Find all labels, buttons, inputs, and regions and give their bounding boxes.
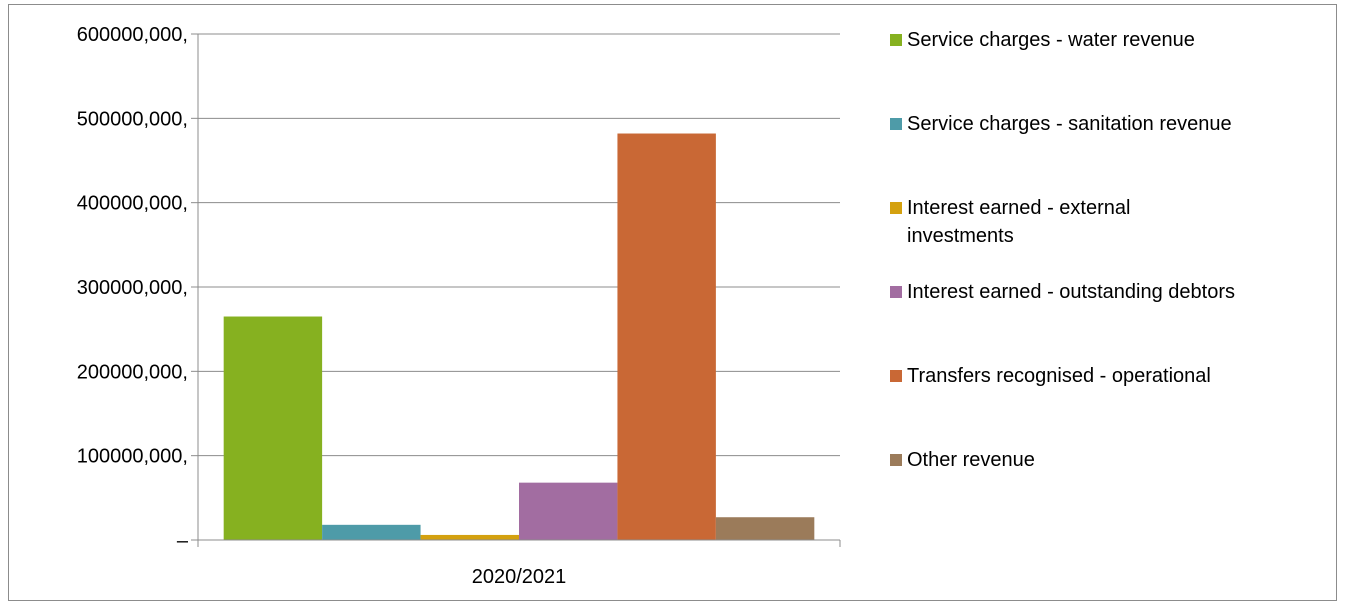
legend-swatch <box>890 118 902 130</box>
legend-swatch <box>890 34 902 46</box>
y-tick-label: 400000,000, <box>77 193 188 215</box>
legend-swatch <box>890 202 902 214</box>
legend-swatch <box>890 370 902 382</box>
bar <box>617 133 716 540</box>
y-tick-label: 100000,000, <box>77 446 188 468</box>
x-tick-label: 2020/2021 <box>472 566 567 588</box>
y-tick-label: 300000,000, <box>77 277 188 299</box>
y-tick-label: 600000,000, <box>77 24 188 46</box>
bars <box>223 133 815 540</box>
y-tick-label: 500000,000, <box>77 108 188 130</box>
bar <box>322 524 421 540</box>
bar <box>715 517 815 540</box>
y-tick-label: – <box>177 530 189 552</box>
y-tick-label: 200000,000, <box>77 361 188 383</box>
legend-label: Transfers recognised - operational <box>907 365 1211 387</box>
legend-label: Other revenue <box>907 449 1035 471</box>
axes: – 100000,000, 200000,000, 300000,000, 400000… <box>77 24 841 588</box>
bar <box>223 316 323 540</box>
legend-swatch <box>890 454 902 466</box>
legend-label: investments <box>907 225 1014 247</box>
legend-swatch <box>890 286 902 298</box>
legend: Service charges - water revenue Service c… <box>890 29 1235 471</box>
legend-label: Service charges - sanitation revenue <box>907 113 1232 135</box>
legend-label: Interest earned - outstanding debtors <box>907 281 1235 303</box>
bar <box>420 534 519 540</box>
legend-label: Service charges - water revenue <box>907 29 1195 51</box>
bar <box>519 482 618 540</box>
legend-label: Interest earned - external <box>907 197 1130 219</box>
